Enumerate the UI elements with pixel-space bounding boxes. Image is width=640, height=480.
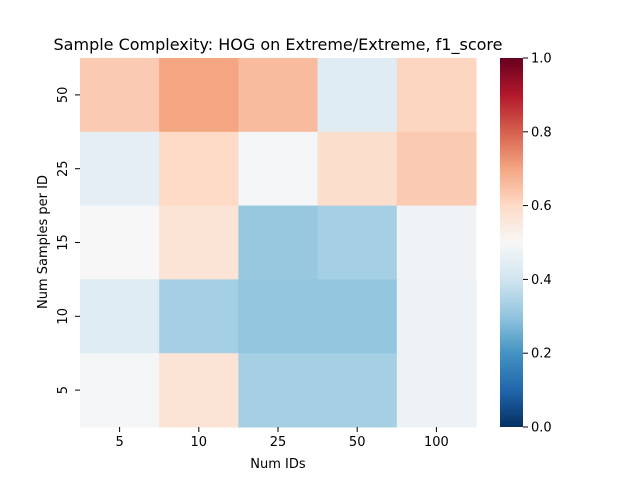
heatmap-cell — [396, 58, 477, 133]
heatmap-cell — [238, 353, 319, 428]
x-axis-label: Num IDs — [250, 457, 306, 472]
colorbar-tick-label: 0.4 — [531, 273, 552, 288]
x-tick-label: 100 — [424, 435, 449, 450]
heatmap-cell — [317, 58, 398, 133]
colorbar-ticks: 0.0 0.2 0.4 0.6 0.8 1.0 — [523, 52, 552, 436]
y-tick-label: 50 — [56, 87, 71, 104]
colorbar-tick-label: 0.6 — [531, 199, 552, 214]
y-tick-label: 5 — [56, 386, 71, 394]
heatmap-cell — [238, 205, 319, 280]
heatmap-cell — [396, 205, 477, 280]
colorbar-tick-label: 0.8 — [531, 125, 552, 140]
heatmap-cell — [238, 279, 319, 354]
heatmap-cell — [80, 58, 160, 133]
x-tick-label: 50 — [349, 435, 366, 450]
heatmap-cell — [317, 131, 398, 207]
heatmap-cell — [159, 279, 239, 354]
heatmap-cell — [396, 353, 477, 428]
heatmap-cell — [80, 205, 160, 280]
y-tick-label: 15 — [56, 234, 71, 251]
heatmap-cell — [317, 205, 398, 280]
heatmap-cell — [396, 279, 477, 354]
colorbar-tick-label: 0.0 — [531, 421, 552, 436]
colorbar-tick-label: 1.0 — [531, 52, 552, 67]
heatmap-cell — [396, 131, 477, 207]
y-axis-ticks: 50 25 15 10 5 — [56, 87, 80, 394]
chart-title: Sample Complexity: HOG on Extreme/Extrem… — [54, 35, 503, 55]
heatmap-cell — [159, 205, 239, 280]
heatmap-cell — [317, 279, 398, 354]
colorbar-tick-label: 0.2 — [531, 347, 552, 362]
x-tick-label: 10 — [191, 435, 208, 450]
heatmap-cell — [317, 353, 398, 428]
heatmap-cell — [238, 58, 319, 133]
heatmap-cell — [80, 131, 160, 207]
colorbar — [500, 58, 523, 427]
heatmap-cell — [159, 353, 239, 428]
y-axis-label: Num Samples per ID — [36, 175, 51, 309]
heatmap-cell — [80, 279, 160, 354]
heatmap-cell — [238, 131, 319, 207]
heatmap-cell — [159, 58, 239, 133]
x-tick-label: 5 — [115, 435, 123, 450]
y-tick-label: 10 — [56, 308, 71, 325]
x-axis-ticks: 5 10 25 50 100 — [115, 427, 449, 450]
y-tick-label: 25 — [56, 160, 71, 177]
heatmap-cells — [80, 58, 477, 428]
heatmap-cell — [159, 131, 239, 207]
heatmap-cell — [80, 353, 160, 428]
x-tick-label: 25 — [270, 435, 287, 450]
